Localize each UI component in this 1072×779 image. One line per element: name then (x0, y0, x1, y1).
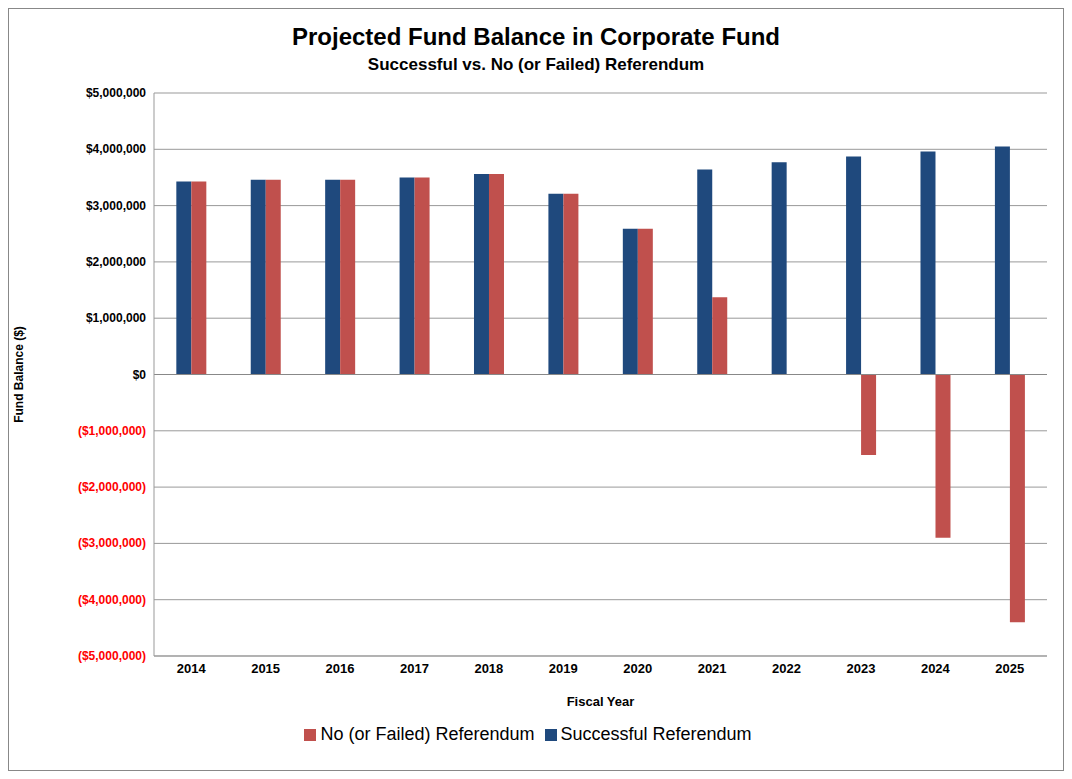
svg-text:2014: 2014 (177, 661, 207, 676)
html-text:Successful Referendum: Successful Referendum (560, 724, 752, 744)
svg-text:($5,000,000): ($5,000,000) (78, 649, 146, 663)
svg-text:($1,000,000): ($1,000,000) (78, 424, 146, 438)
svg-text:2023: 2023 (846, 661, 875, 676)
svg-text:($2,000,000): ($2,000,000) (78, 480, 146, 494)
svg-text:$4,000,000: $4,000,000 (86, 142, 146, 156)
svg-text:2022: 2022 (772, 661, 801, 676)
svg-text:2019: 2019 (549, 661, 578, 676)
html-text:No (or Failed) Referendum: No (or Failed) Referendum (320, 724, 535, 744)
svg-text:2017: 2017 (400, 661, 429, 676)
svg-text:$3,000,000: $3,000,000 (86, 199, 146, 213)
svg-text:($3,000,000): ($3,000,000) (78, 536, 146, 550)
svg-text:Fiscal Year: Fiscal Year (567, 694, 635, 709)
svg-text:2024: 2024 (921, 661, 951, 676)
svg-text:$1,000,000: $1,000,000 (86, 311, 146, 325)
svg-text:$5,000,000: $5,000,000 (86, 86, 146, 100)
svg-text:($4,000,000): ($4,000,000) (78, 593, 146, 607)
svg-text:Fund Balance ($): Fund Balance ($) (12, 326, 26, 423)
svg-text:2020: 2020 (623, 661, 652, 676)
svg-text:2018: 2018 (474, 661, 503, 676)
svg-text:$2,000,000: $2,000,000 (86, 255, 146, 269)
svg-text:2021: 2021 (698, 661, 727, 676)
svg-text:2015: 2015 (251, 661, 280, 676)
svg-text:2016: 2016 (326, 661, 355, 676)
svg-text:2025: 2025 (995, 661, 1024, 676)
svg-text:$0: $0 (133, 368, 147, 382)
html-text:Successful vs. No (or Failed): Successful vs. No (or Failed) Referendum (367, 55, 705, 74)
html-text:Projected Fund Balance in Corp: Projected Fund Balance in Corporate Fund (292, 23, 780, 50)
